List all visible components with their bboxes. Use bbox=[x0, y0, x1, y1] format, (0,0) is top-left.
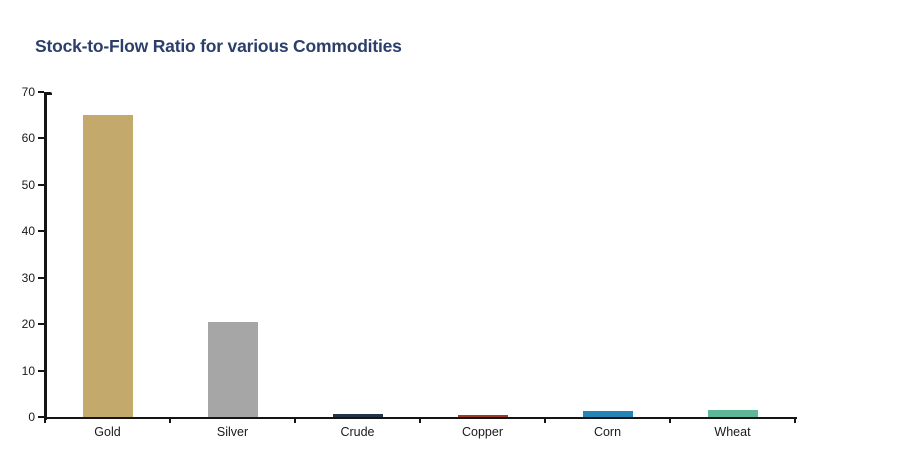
y-axis-tick-label: 70 bbox=[21, 85, 35, 99]
x-axis-line bbox=[44, 416, 797, 419]
y-axis-tick bbox=[38, 323, 44, 326]
x-axis-tick bbox=[794, 419, 796, 423]
y-axis-tick bbox=[38, 416, 44, 418]
x-axis-label-corn: Corn bbox=[593, 425, 622, 439]
y-axis-tick-label: 50 bbox=[21, 177, 35, 192]
x-axis-tick bbox=[44, 419, 46, 423]
x-axis-tick bbox=[669, 419, 671, 423]
y-axis-tick bbox=[38, 230, 44, 233]
y-axis-tick bbox=[38, 276, 44, 279]
y-axis-tick bbox=[38, 91, 44, 93]
bar-corn bbox=[582, 411, 633, 417]
x-axis-tick bbox=[419, 419, 421, 423]
x-axis-label-wheat: Wheat bbox=[714, 425, 751, 439]
y-axis-tick-label: 40 bbox=[21, 224, 35, 239]
bar-copper bbox=[457, 415, 508, 417]
y-axis-line bbox=[44, 92, 47, 420]
y-axis-top-cap bbox=[44, 92, 52, 95]
bar-gold bbox=[82, 115, 133, 417]
y-axis-tick-label: 30 bbox=[21, 270, 35, 285]
y-axis-tick-label: 60 bbox=[21, 131, 35, 146]
y-axis-tick-label: 10 bbox=[21, 363, 35, 378]
x-axis-label-crude: Crude bbox=[340, 425, 375, 439]
x-axis-tick bbox=[169, 419, 171, 423]
x-axis-label-gold: Gold bbox=[94, 425, 121, 439]
x-axis-label-copper: Copper bbox=[462, 425, 503, 439]
x-axis-label-silver: Silver bbox=[216, 425, 249, 439]
chart-title: Stock-to-Flow Ratio for various Commodit… bbox=[35, 36, 402, 56]
y-axis-tick bbox=[38, 369, 44, 372]
y-axis-tick bbox=[38, 183, 44, 186]
bar-crude bbox=[332, 414, 383, 417]
y-axis-tick-label: 20 bbox=[21, 317, 35, 332]
x-axis-tick bbox=[294, 419, 296, 423]
bar-silver bbox=[207, 322, 258, 417]
x-axis-tick bbox=[544, 419, 546, 423]
y-axis-tick-label: 0 bbox=[28, 410, 35, 424]
bar-wheat bbox=[707, 409, 758, 417]
y-axis-tick bbox=[38, 137, 44, 140]
